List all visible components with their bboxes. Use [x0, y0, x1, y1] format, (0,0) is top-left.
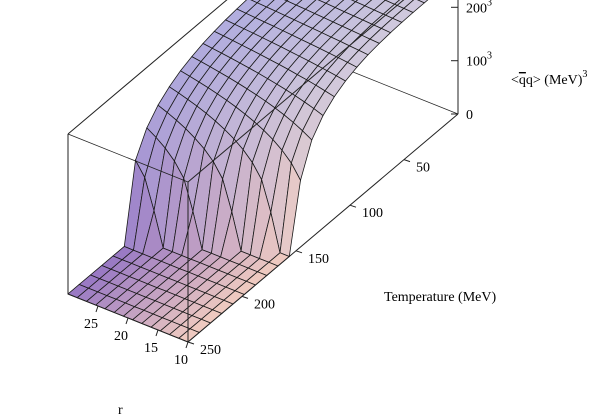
axis-ticks: 01003200330035010015020025025201510 — [84, 0, 492, 368]
temperature-tick-label: 150 — [308, 252, 329, 267]
surface-mesh — [67, 0, 429, 343]
box-edge-bottom-front — [67, 293, 189, 343]
x-axis-label: r — [118, 403, 123, 418]
z-tick-label: 2003 — [466, 0, 492, 16]
bounding-box-front-edges — [67, 0, 459, 343]
r-tick-mark — [185, 341, 189, 349]
r-tick-label: 10 — [174, 353, 188, 368]
r-tick-mark — [125, 317, 129, 325]
r-tick-label: 15 — [144, 341, 158, 356]
y-axis-label: Temperature (MeV) — [384, 290, 496, 305]
q-bar-glyph: q — [519, 73, 526, 88]
temperature-tick-label: 50 — [416, 161, 430, 176]
temperature-tick-mark — [295, 250, 303, 254]
box-edge-bottom-right — [187, 113, 459, 343]
z-tick-label: 1003 — [466, 51, 492, 70]
temperature-tick-label: 100 — [362, 206, 383, 221]
temperature-tick-mark — [349, 204, 357, 208]
temperature-tick-label: 250 — [200, 343, 221, 358]
r-tick-mark — [95, 305, 99, 313]
r-tick-label: 25 — [84, 317, 98, 332]
z-tick-label: 0 — [466, 108, 473, 123]
box-edge-top-right — [187, 0, 405, 183]
box-edge-bottom-back — [337, 65, 459, 115]
z-axis-label: <qq> (MeV)3 — [511, 69, 587, 88]
box-edge-top-front — [67, 133, 189, 183]
box-edge-top-left — [67, 0, 228, 135]
temperature-tick-mark — [403, 159, 411, 163]
r-tick-label: 20 — [114, 329, 128, 344]
temperature-tick-mark — [187, 341, 195, 345]
temperature-tick-label: 200 — [254, 297, 275, 312]
temperature-tick-mark — [241, 295, 249, 299]
r-tick-mark — [155, 329, 159, 337]
